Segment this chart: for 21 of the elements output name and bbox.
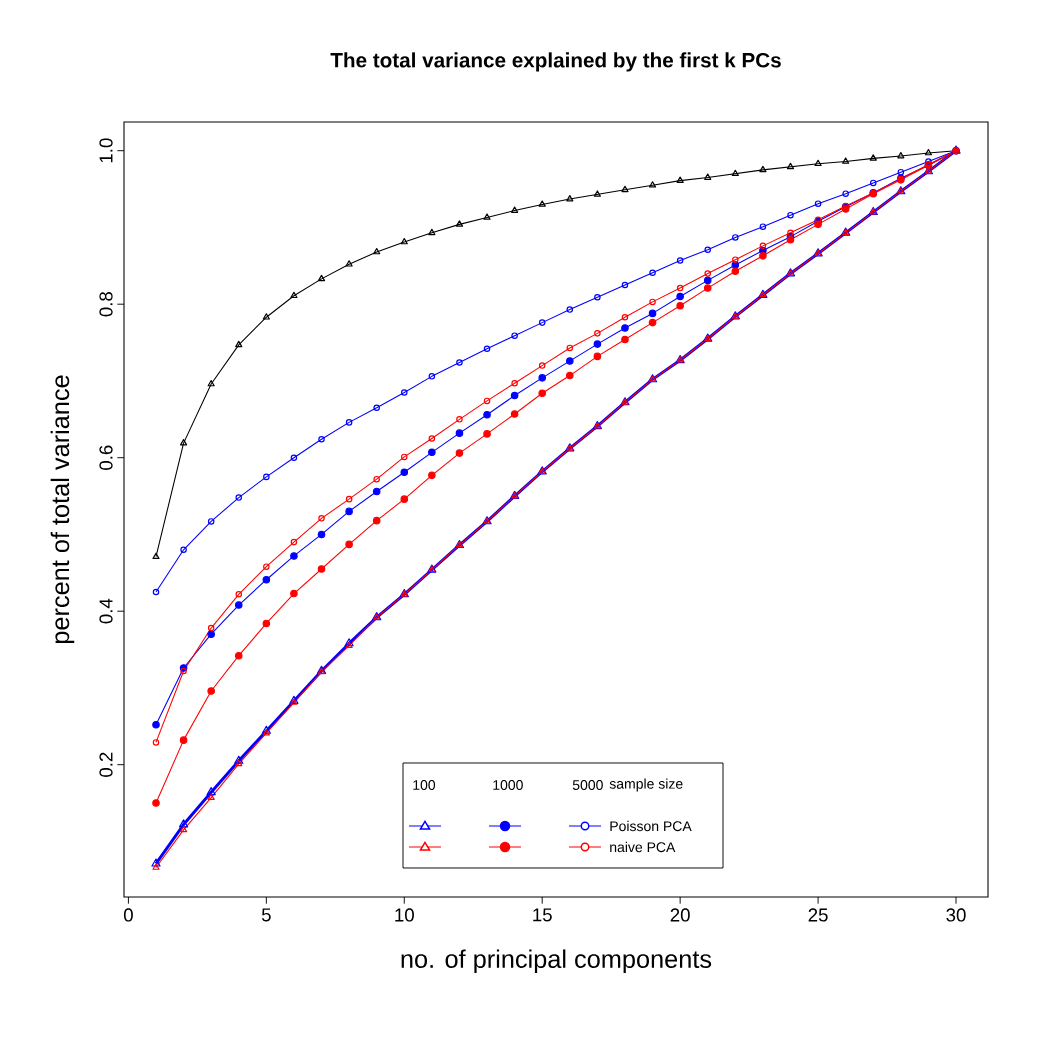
chart-title: The total variance explained by the first k PCs bbox=[330, 52, 781, 72]
legend-label: Poisson PCA bbox=[610, 820, 692, 832]
x-tick-label: 5 bbox=[261, 908, 271, 922]
legend-label: naive PCA bbox=[610, 841, 676, 853]
y-tick-label: 0.2 bbox=[99, 752, 113, 777]
x-tick-label: 30 bbox=[946, 908, 966, 922]
x-tick-label: 25 bbox=[808, 908, 828, 922]
y-tick-label: 1.0 bbox=[99, 138, 113, 163]
annotation: 1000 bbox=[493, 780, 523, 790]
x-tick-label: 10 bbox=[395, 908, 414, 922]
x-tick-label: 15 bbox=[533, 908, 552, 922]
y-tick-label: 0.8 bbox=[99, 292, 113, 317]
legend-title: sample size bbox=[609, 778, 683, 792]
y-tick-label: 0.6 bbox=[99, 445, 113, 470]
annotation: 100 bbox=[413, 780, 436, 790]
y-axis-title: percent of total variance bbox=[50, 375, 75, 644]
annotation: 5000 bbox=[572, 780, 603, 790]
x-tick-label: 20 bbox=[670, 908, 690, 922]
y-tick-label: 0.4 bbox=[99, 598, 113, 624]
x-tick-label: 0 bbox=[123, 908, 133, 922]
x-axis-title: no. of principal components bbox=[401, 949, 712, 974]
